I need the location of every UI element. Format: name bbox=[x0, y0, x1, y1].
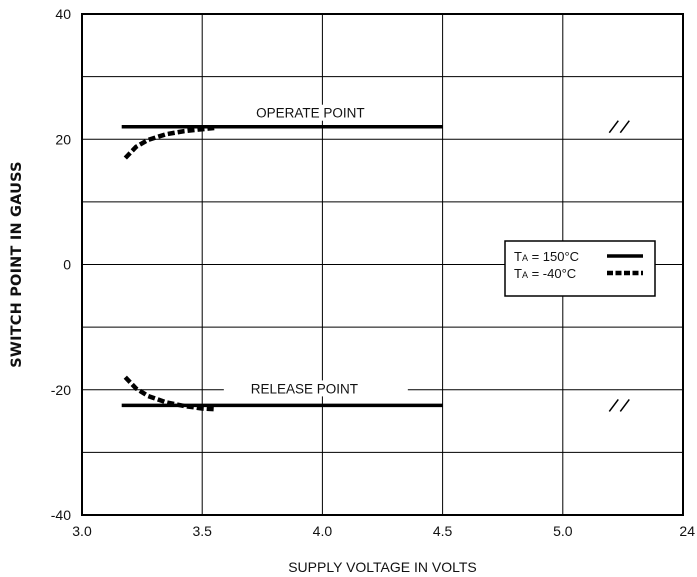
x-tick-label: 4.5 bbox=[433, 523, 453, 539]
axis-break-mark bbox=[619, 398, 630, 412]
legend-label-subscript: A bbox=[522, 270, 528, 280]
y-tick-label: 0 bbox=[63, 257, 71, 273]
y-tick-label: 40 bbox=[55, 6, 71, 22]
legend-box bbox=[504, 240, 656, 297]
x-tick-label: 5.0 bbox=[553, 523, 573, 539]
annotation-operate-point: OPERATE POINT bbox=[256, 106, 365, 121]
annotation-bg bbox=[235, 104, 384, 121]
axis-break-mark bbox=[619, 120, 630, 134]
axis-break-mark bbox=[608, 120, 619, 134]
dashed-series-line bbox=[123, 375, 215, 412]
plot-frame bbox=[81, 13, 684, 516]
x-tick-label: 24 bbox=[679, 523, 695, 539]
axis-break-gap bbox=[614, 119, 625, 134]
legend-label-prefix: T bbox=[514, 266, 522, 281]
legend: TA = 150°CTA = -40°C bbox=[504, 240, 656, 297]
annotation-bg bbox=[223, 380, 408, 397]
y-tick-label: 20 bbox=[55, 131, 71, 147]
legend-label-subscript: A bbox=[522, 253, 528, 263]
x-tick-label: 3.5 bbox=[192, 523, 212, 539]
x-axis-title: SUPPLY VOLTAGE IN VOLTS bbox=[288, 559, 477, 575]
x-axis-ticks: 3.0 3.5 4.0 4.5 5.0 24 bbox=[72, 523, 695, 539]
y-tick-label: -20 bbox=[51, 382, 71, 398]
axis-break-gap bbox=[614, 398, 625, 413]
annotations: OPERATE POINT RELEASE POINT bbox=[223, 104, 408, 397]
legend-label-suffix: = -40°C bbox=[528, 266, 576, 281]
x-tick-label: 4.0 bbox=[313, 523, 333, 539]
annotation-release-point: RELEASE POINT bbox=[251, 381, 358, 396]
y-axis-title: SWITCH POINT IN GAUSS bbox=[9, 161, 25, 367]
y-tick-label: -40 bbox=[51, 507, 71, 523]
legend-label-prefix: T bbox=[514, 249, 522, 264]
legend-label: TA = -40°C bbox=[514, 266, 576, 281]
y-axis-ticks: -40 -20 0 20 40 bbox=[51, 6, 71, 523]
legend-label: TA = 150°C bbox=[514, 249, 579, 264]
axis-break-mark bbox=[608, 398, 619, 412]
series-layer bbox=[121, 124, 443, 412]
dashed-series-line bbox=[123, 125, 215, 160]
x-tick-label: 3.0 bbox=[72, 523, 92, 539]
legend-label-suffix: = 150°C bbox=[528, 249, 579, 264]
axis-breaks bbox=[608, 119, 630, 413]
